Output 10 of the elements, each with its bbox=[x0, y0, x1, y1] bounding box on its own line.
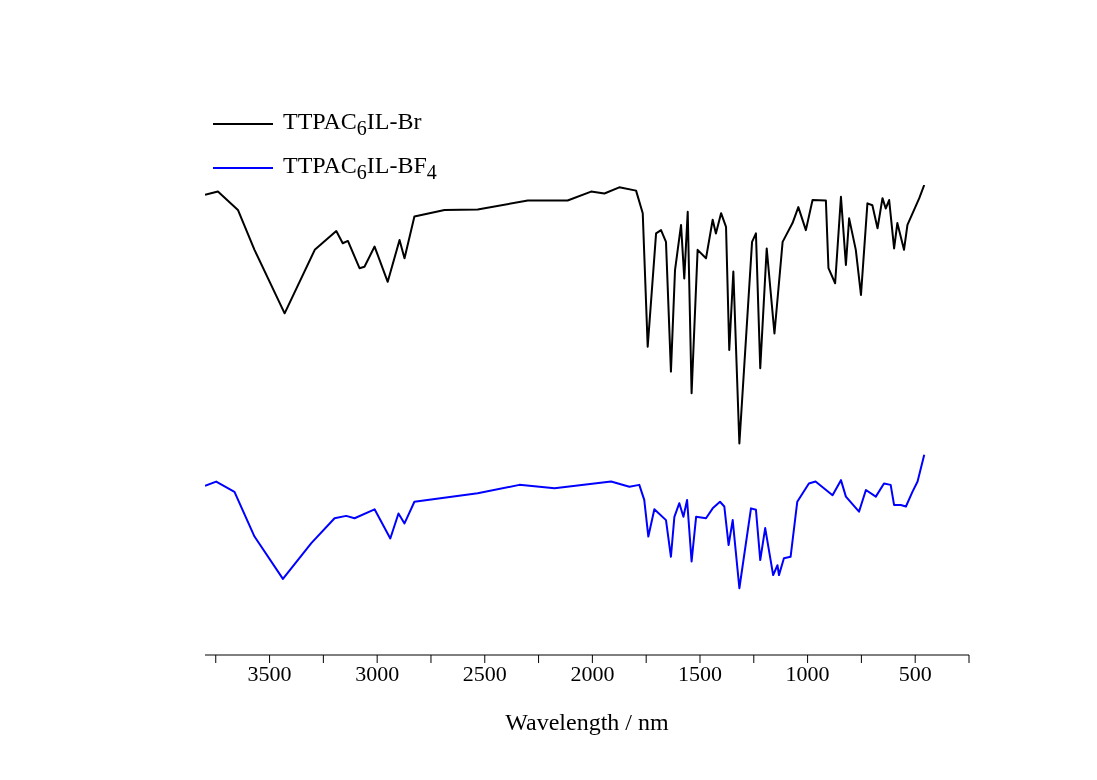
x-tick-label: 3500 bbox=[247, 660, 292, 686]
x-tick-label: 2000 bbox=[570, 660, 615, 686]
x-axis-title: Wavelength / nm bbox=[505, 709, 670, 735]
legend-label: TTPAC$_{6}$IL-Br bbox=[283, 108, 422, 140]
x-tick-label: 2500 bbox=[462, 660, 507, 686]
x-tick-label: 500 bbox=[898, 660, 932, 686]
x-tick-label: 1000 bbox=[785, 660, 830, 686]
legend-label: TTPAC$_{6}$IL-BF$_{4}$ bbox=[283, 151, 437, 184]
x-tick-label: 1500 bbox=[677, 660, 722, 686]
x-tick-label: 3000 bbox=[355, 660, 400, 686]
